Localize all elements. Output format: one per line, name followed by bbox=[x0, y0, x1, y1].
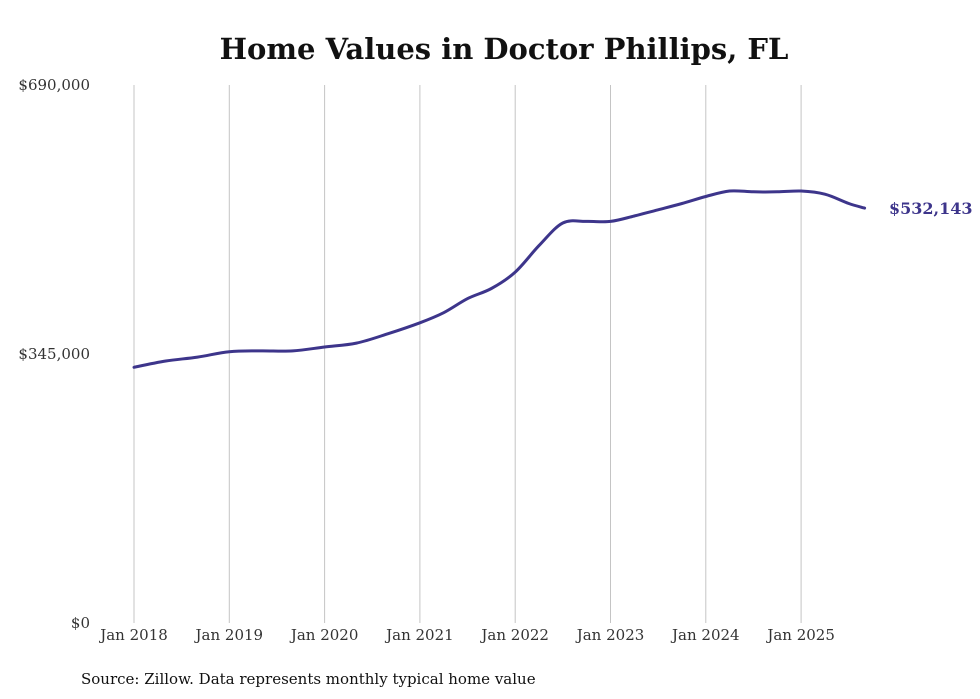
source-note: Source: Zillow. Data represents monthly … bbox=[81, 670, 536, 688]
data-point bbox=[704, 195, 707, 198]
data-point bbox=[466, 297, 469, 300]
data-point bbox=[585, 220, 588, 223]
y-tick-label: $345,000 bbox=[18, 345, 90, 363]
x-tick-label: Jan 2019 bbox=[194, 626, 264, 644]
data-point bbox=[196, 356, 199, 359]
chart-title: Home Values in Doctor Phillips, FL bbox=[220, 32, 789, 66]
data-point bbox=[291, 349, 294, 352]
series-line bbox=[132, 189, 867, 369]
data-point bbox=[442, 311, 445, 314]
data-point bbox=[847, 202, 850, 205]
data-point bbox=[776, 190, 779, 193]
data-point bbox=[728, 190, 731, 193]
data-point bbox=[800, 190, 803, 193]
data-point bbox=[681, 202, 684, 205]
data-point bbox=[490, 287, 493, 290]
x-tick-label: Jan 2022 bbox=[479, 626, 549, 644]
data-point bbox=[633, 215, 636, 218]
data-point bbox=[609, 220, 612, 223]
data-point bbox=[823, 193, 826, 196]
data-point bbox=[561, 222, 564, 225]
x-tick-label: Jan 2023 bbox=[575, 626, 645, 644]
y-tick-label: $690,000 bbox=[18, 76, 90, 94]
end-value-label: $532,143 bbox=[889, 199, 973, 218]
x-axis-ticks: Jan 2018 Jan 2019 Jan 2020 Jan 2021 Jan 2022… bbox=[98, 626, 835, 644]
data-point bbox=[260, 349, 263, 352]
x-tick-label: Jan 2025 bbox=[765, 626, 835, 644]
data-point bbox=[228, 350, 231, 353]
data-point bbox=[418, 321, 421, 324]
data-point bbox=[657, 208, 660, 211]
x-tick-label: Jan 2020 bbox=[289, 626, 359, 644]
x-tick-label: Jan 2021 bbox=[384, 626, 454, 644]
x-tick-label: Jan 2018 bbox=[98, 626, 168, 644]
y-tick-label: $0 bbox=[71, 614, 90, 632]
data-point bbox=[514, 271, 517, 274]
data-point bbox=[164, 360, 167, 363]
x-tick-label: Jan 2024 bbox=[670, 626, 740, 644]
grid-lines bbox=[133, 85, 802, 623]
data-point bbox=[752, 190, 755, 193]
data-point bbox=[355, 342, 358, 345]
y-axis-ticks: $0 $345,000 $690,000 bbox=[18, 76, 90, 632]
data-point bbox=[538, 244, 541, 247]
data-point bbox=[863, 207, 866, 210]
series-layer bbox=[132, 189, 867, 369]
data-point bbox=[387, 332, 390, 335]
data-point bbox=[133, 366, 136, 369]
data-point bbox=[323, 346, 326, 349]
